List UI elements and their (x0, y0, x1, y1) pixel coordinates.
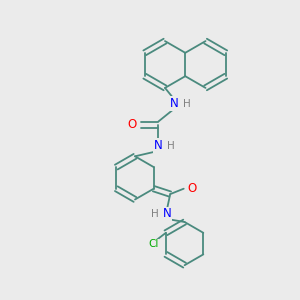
Text: H: H (151, 208, 158, 219)
Text: H: H (183, 98, 190, 109)
Text: H: H (167, 140, 175, 151)
Text: N: N (169, 97, 178, 110)
Text: N: N (154, 139, 163, 152)
Text: O: O (188, 182, 197, 195)
Text: N: N (163, 207, 172, 220)
Text: Cl: Cl (148, 239, 158, 249)
Text: O: O (128, 118, 136, 131)
